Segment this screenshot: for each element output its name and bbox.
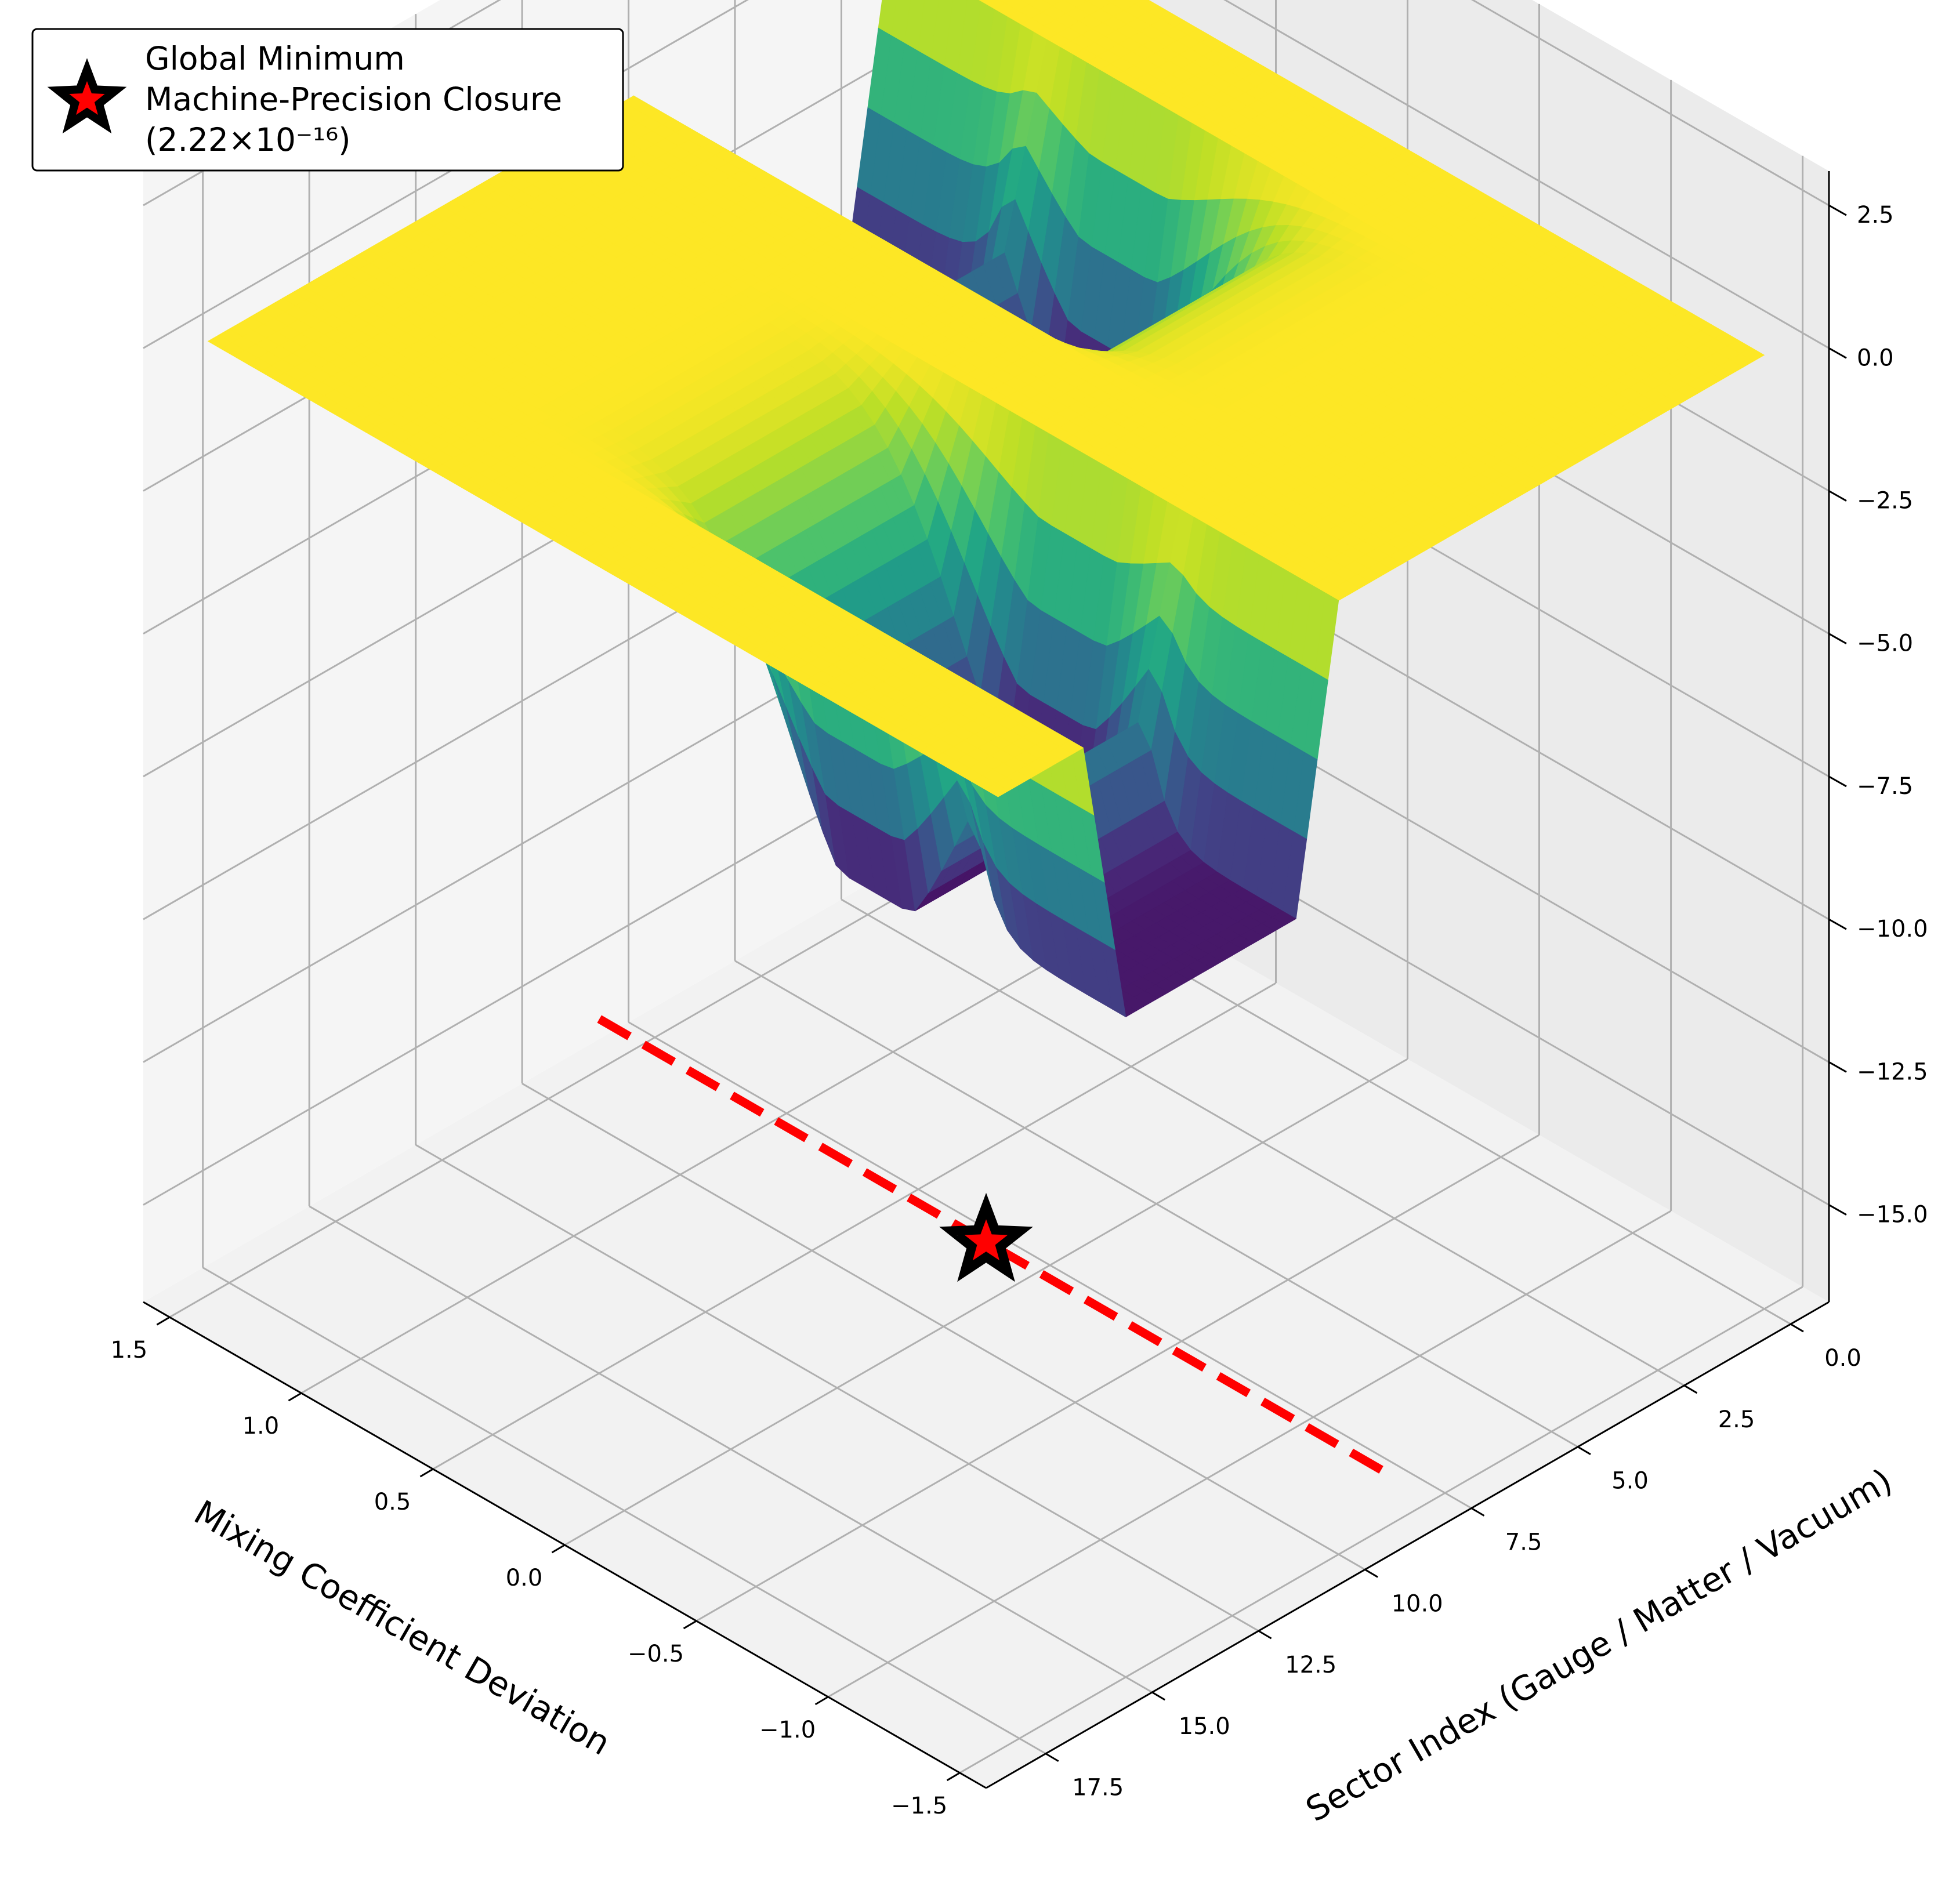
grid-line	[309, 1205, 1153, 1693]
plot-marks	[207, 0, 1765, 1474]
y-tick	[1151, 1691, 1165, 1701]
x-tick-label: −1.5	[891, 1793, 947, 1819]
y-tick-label: 0.0	[1824, 1345, 1861, 1372]
y-tick-label: 5.0	[1611, 1468, 1649, 1495]
y-axis-line	[986, 1301, 1830, 1789]
z-tick	[1828, 204, 1847, 216]
y-tick	[1258, 1630, 1272, 1640]
grid-line	[432, 982, 1277, 1470]
grid-line	[734, 960, 1578, 1448]
z-tick-label: −2.5	[1857, 488, 1913, 514]
legend: Global Minimum Machine-Precision Closure…	[31, 28, 624, 172]
grid-line	[564, 1058, 1408, 1546]
z-tick	[1828, 633, 1847, 645]
y-tick	[1683, 1384, 1698, 1394]
y-tick-label: 2.5	[1718, 1406, 1755, 1433]
z-tick-label: −15.0	[1857, 1202, 1928, 1228]
x-tick-label: −1.0	[759, 1717, 816, 1743]
y-tick-label: 10.0	[1392, 1590, 1443, 1617]
grid-line	[1471, 0, 1830, 206]
grid-line	[415, 1144, 1259, 1632]
legend-entry-line-2: Machine-Precision Closure	[145, 81, 562, 118]
z-tick-label: −7.5	[1857, 773, 1913, 800]
y-tick-label: 17.5	[1072, 1775, 1124, 1801]
x-tick-label: 1.5	[111, 1337, 148, 1363]
z-tick	[1828, 918, 1847, 930]
surface	[207, 0, 1765, 1018]
grid-line	[628, 1021, 1472, 1509]
grid-line	[827, 1210, 1672, 1698]
x-tick	[288, 1392, 302, 1402]
y-tick	[1470, 1507, 1485, 1517]
y-tick-label: 12.5	[1285, 1652, 1336, 1678]
z-tick-label: 0.0	[1857, 344, 1894, 371]
grid-line	[169, 830, 1013, 1318]
y-tick	[1790, 1323, 1804, 1333]
x-tick	[683, 1620, 697, 1630]
z-tick	[1828, 347, 1847, 359]
legend-entry-line-1: Global Minimum	[145, 40, 405, 77]
x-tick	[814, 1696, 829, 1706]
legend-entry-line-3: (2.22×10⁻¹⁶)	[145, 121, 351, 158]
z-tick-label: −12.5	[1857, 1058, 1928, 1085]
y-tick	[1364, 1569, 1378, 1578]
y-tick-label: 15.0	[1179, 1713, 1230, 1740]
grid-line	[841, 898, 1685, 1387]
x-tick	[419, 1468, 434, 1478]
axis-ticks: 1.5 1.0 0.5 0.0 −0.5 −1.0 −1.5 0.0 2.5 5.0 7.5 10.0…	[111, 202, 1928, 1819]
z-tick	[1828, 775, 1847, 788]
y-tick-label: 7.5	[1505, 1529, 1542, 1556]
x-tick	[551, 1544, 566, 1554]
z-tick	[1828, 1204, 1847, 1216]
x-tick-label: 0.0	[506, 1565, 543, 1591]
grid-line	[202, 1267, 1046, 1754]
y-tick	[1045, 1753, 1059, 1762]
x-tick-label: −0.5	[628, 1641, 684, 1667]
surface-patch	[984, 782, 1009, 797]
grid-line	[959, 1286, 1803, 1774]
grid-line	[300, 906, 1145, 1394]
x-tick	[946, 1772, 961, 1782]
grid-line	[696, 1134, 1540, 1622]
y-tick	[1577, 1446, 1591, 1455]
legend-star	[47, 58, 127, 134]
z-tick-label: 2.5	[1857, 202, 1894, 229]
legend-box	[31, 28, 624, 172]
grid-line	[1223, 0, 1830, 349]
legend-star-marker	[47, 58, 127, 134]
z-tick-label: −10.0	[1857, 916, 1928, 942]
global-minimum-star	[939, 1192, 1033, 1282]
z-tick-label: −5.0	[1857, 630, 1913, 657]
z-tick	[1828, 490, 1847, 502]
x-tick-label: 1.0	[242, 1413, 280, 1439]
z-tick	[1828, 1061, 1847, 1073]
x-tick-label: 0.5	[374, 1489, 411, 1515]
x-tick	[156, 1316, 171, 1326]
grid-line	[521, 1083, 1365, 1571]
